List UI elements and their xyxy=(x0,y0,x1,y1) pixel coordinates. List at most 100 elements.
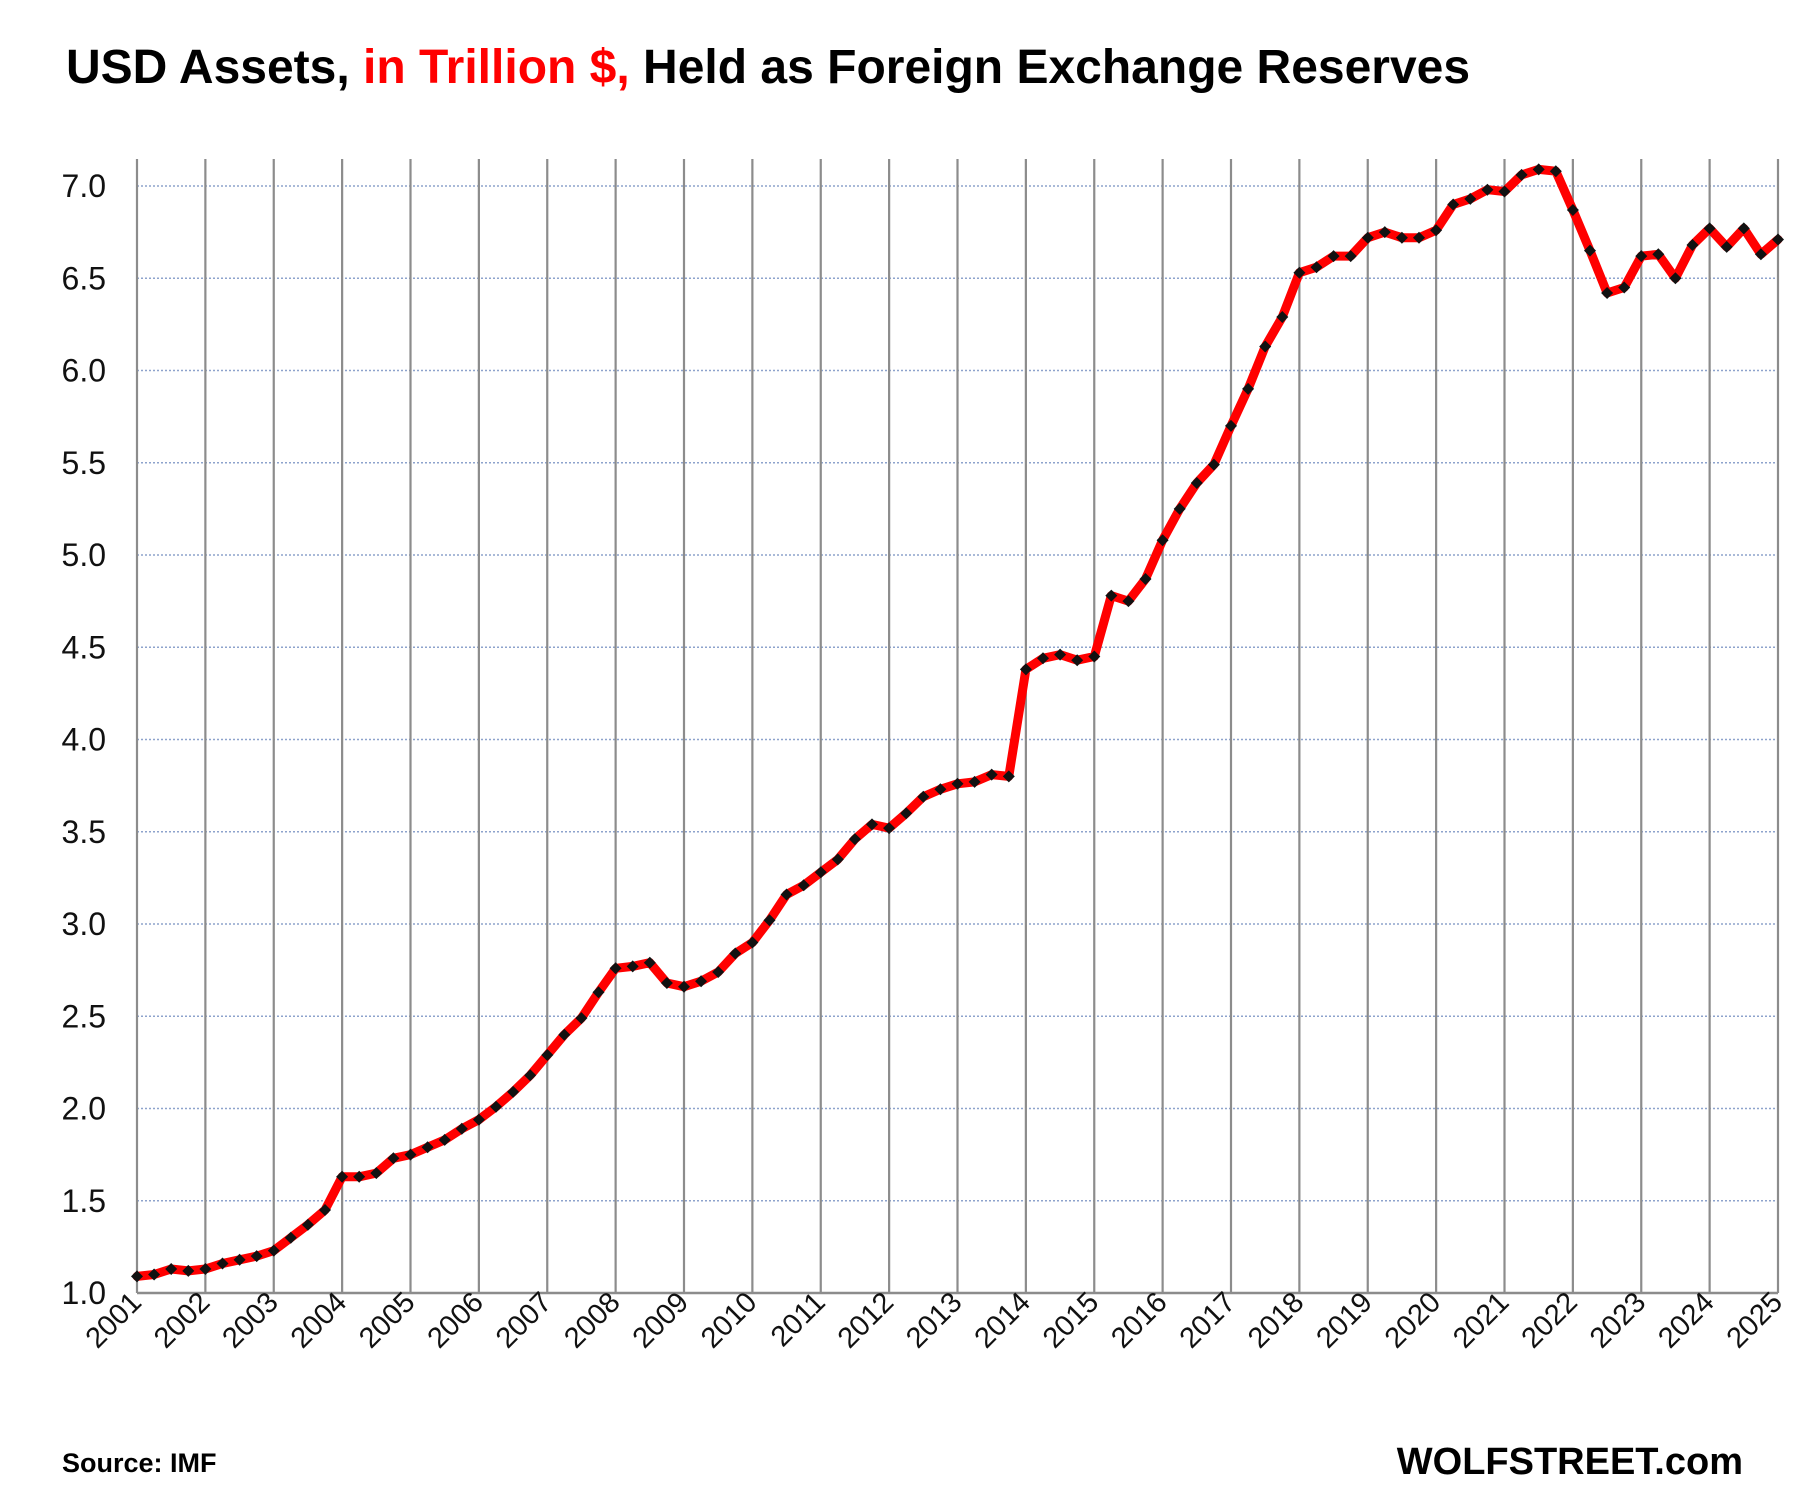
x-tick-label: 2017 xyxy=(1174,1286,1242,1354)
x-tick-label: 2012 xyxy=(832,1286,900,1354)
data-point-marker xyxy=(353,1170,366,1183)
data-point-marker xyxy=(1293,266,1306,279)
data-point-marker xyxy=(746,936,759,949)
data-point-marker xyxy=(1430,224,1443,237)
data-point-marker xyxy=(797,879,810,892)
data-point-marker xyxy=(233,1253,246,1266)
x-tick-label: 2011 xyxy=(765,1286,832,1353)
data-point-marker xyxy=(1413,231,1425,244)
data-point-marker xyxy=(336,1170,349,1183)
data-point-marker xyxy=(934,783,947,796)
data-point-marker xyxy=(182,1264,195,1277)
data-point-marker xyxy=(780,888,793,901)
data-point-marker xyxy=(1276,311,1289,323)
y-axis-tick-labels: 1.0 1.5 2.0 2.5 3.0 3.5 4.0 4.5 5.0 5.5 6.0 6.5 7.0 xyxy=(62,168,106,1311)
data-point-marker xyxy=(387,1152,400,1165)
y-tick-label: 5.5 xyxy=(62,445,106,481)
data-point-marker xyxy=(917,790,930,803)
x-tick-label: 2021 xyxy=(1447,1286,1515,1354)
x-tick-label: 2009 xyxy=(627,1286,695,1354)
y-tick-label: 4.0 xyxy=(62,722,106,758)
data-point-marker xyxy=(1378,226,1391,239)
x-tick-label: 2008 xyxy=(558,1286,626,1354)
y-tick-label: 3.5 xyxy=(62,814,106,850)
title-highlight: in Trillion $, xyxy=(363,41,630,94)
x-tick-label: 2016 xyxy=(1105,1286,1173,1354)
data-point-marker xyxy=(848,833,861,846)
data-point-marker xyxy=(1566,204,1579,216)
title-part-3: Held as Foreign Exchange Reserves xyxy=(629,41,1471,94)
data-point-marker xyxy=(165,1263,178,1275)
data-point-marker xyxy=(301,1218,314,1231)
data-point-marker xyxy=(985,768,998,781)
data-point-marker xyxy=(1720,240,1733,253)
x-tick-label: 2024 xyxy=(1652,1286,1720,1354)
data-point-marker xyxy=(900,807,913,820)
data-point-marker xyxy=(1259,340,1272,353)
data-point-marker xyxy=(1225,419,1237,432)
data-point-marker xyxy=(472,1113,485,1126)
data-point-marker xyxy=(609,962,622,975)
data-point-marker xyxy=(695,975,708,988)
data-point-marker xyxy=(1703,222,1716,235)
x-tick-label: 2004 xyxy=(285,1286,353,1354)
data-point-marker xyxy=(558,1028,571,1041)
data-point-marker xyxy=(1173,502,1186,515)
data-point-marker xyxy=(267,1244,280,1257)
y-tick-label: 6.0 xyxy=(62,353,106,389)
data-point-marker xyxy=(951,777,964,790)
y-tick-label: 2.0 xyxy=(62,1091,106,1127)
data-point-marker xyxy=(1122,595,1135,608)
data-point-marker xyxy=(1772,233,1784,246)
y-tick-label: 1.5 xyxy=(62,1183,106,1219)
data-point-marker xyxy=(814,866,827,879)
data-point-marker xyxy=(1669,272,1682,285)
x-tick-label: 2014 xyxy=(969,1286,1037,1354)
data-series xyxy=(131,163,1784,1283)
data-point-marker xyxy=(507,1085,520,1098)
y-tick-label: 7.0 xyxy=(62,168,106,204)
chart-title: USD Assets, in Trillion $, Held as Forei… xyxy=(66,40,1470,95)
data-point-marker xyxy=(712,966,725,978)
x-tick-label: 2007 xyxy=(490,1286,558,1354)
data-point-marker xyxy=(284,1231,297,1244)
x-tick-label: 2013 xyxy=(900,1286,968,1354)
data-point-marker xyxy=(216,1257,229,1270)
data-point-marker xyxy=(678,980,690,993)
data-point-marker xyxy=(490,1100,502,1113)
brand-watermark: WOLFSTREET.com xyxy=(1396,1441,1743,1483)
data-point-marker xyxy=(1361,231,1374,244)
data-point-marker xyxy=(1088,650,1101,663)
x-tick-label: 2018 xyxy=(1242,1286,1310,1354)
data-point-marker xyxy=(1481,183,1494,196)
data-point-marker xyxy=(1327,250,1340,263)
data-point-marker xyxy=(1498,185,1511,198)
data-point-marker xyxy=(541,1049,554,1061)
data-point-marker xyxy=(404,1148,417,1161)
y-tick-label: 1.0 xyxy=(62,1275,106,1311)
data-point-marker xyxy=(1686,239,1699,251)
data-point-marker xyxy=(643,956,656,969)
data-point-marker xyxy=(575,1012,588,1025)
data-point-marker xyxy=(421,1141,434,1154)
data-point-marker xyxy=(1652,248,1665,261)
x-tick-label: 2025 xyxy=(1721,1286,1789,1354)
x-tick-label: 2015 xyxy=(1037,1286,1105,1354)
x-tick-label: 2003 xyxy=(216,1286,284,1354)
data-point-marker xyxy=(1139,573,1152,585)
x-tick-label: 2020 xyxy=(1379,1286,1447,1354)
data-point-marker xyxy=(131,1270,143,1283)
data-point-marker xyxy=(438,1133,451,1146)
data-point-marker xyxy=(1737,222,1750,235)
data-point-marker xyxy=(1054,648,1067,661)
data-point-marker xyxy=(199,1263,212,1275)
data-point-marker xyxy=(1190,477,1203,489)
data-point-marker xyxy=(1754,248,1767,261)
source-note: Source: IMF xyxy=(62,1448,217,1478)
data-point-marker xyxy=(729,947,742,960)
data-point-marker xyxy=(831,853,844,866)
x-tick-label: 2023 xyxy=(1584,1286,1652,1354)
data-point-marker xyxy=(660,977,673,989)
y-tick-label: 2.5 xyxy=(62,998,106,1034)
